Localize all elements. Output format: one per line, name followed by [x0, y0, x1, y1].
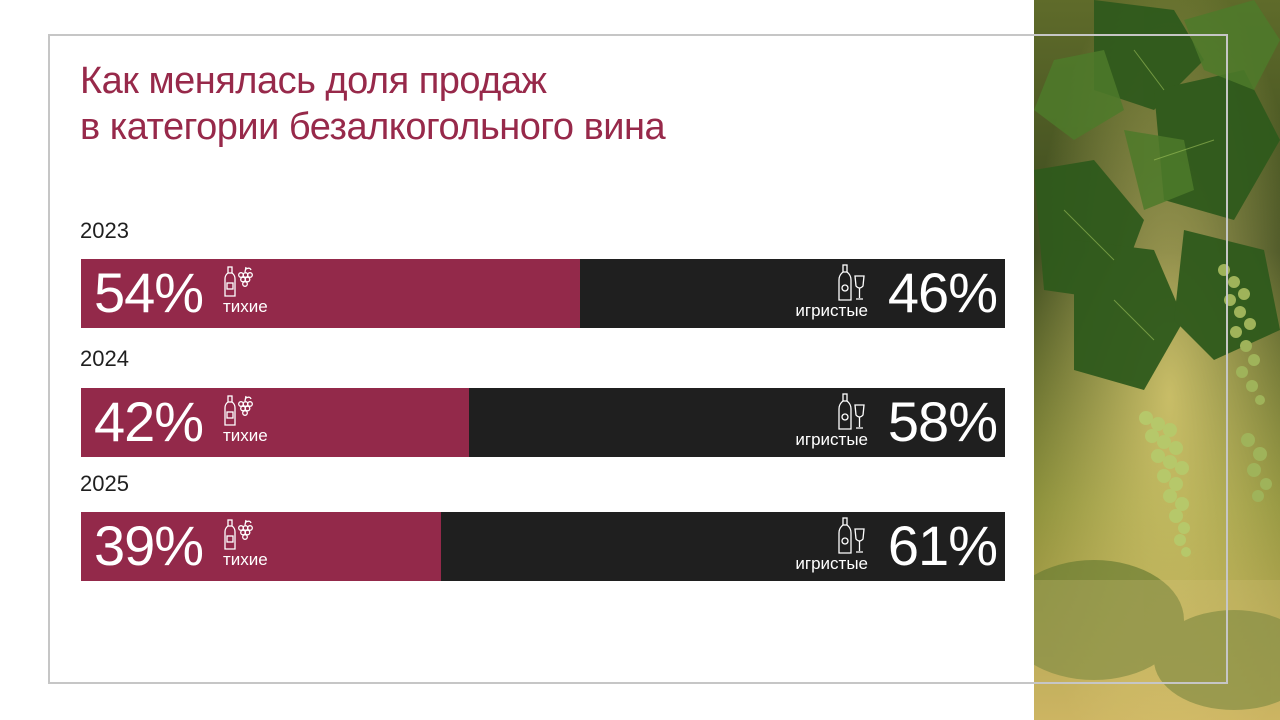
- bar-still-2024: [81, 388, 470, 457]
- year-label-2024: 2024: [80, 346, 129, 371]
- sparkling-bottle-glass-icon: [838, 264, 865, 301]
- still-wine-bottle-grapes-icon: [224, 395, 253, 426]
- chart-title: Как менялась доля продаж в категории без…: [80, 58, 666, 150]
- year-label-2025: 2025: [80, 471, 129, 496]
- still-label-2024: тихие: [223, 426, 268, 445]
- bar-still-2023: [81, 259, 580, 328]
- still-wine-bottle-grapes-icon: [224, 519, 253, 550]
- bar-row-2025: 39% тихие игристые 61%: [81, 512, 1005, 581]
- vineyard-photo-image: [1034, 0, 1280, 720]
- sparkling-share-label-2024: 58%: [887, 390, 998, 453]
- still-label-2023: тихие: [223, 297, 268, 316]
- sparkling-label-2024: игристые: [795, 430, 868, 449]
- sparkling-bottle-glass-icon: [838, 517, 865, 554]
- still-share-label-2024: 42%: [94, 390, 204, 453]
- chart-title-line-1: Как менялась доля продаж: [80, 60, 547, 102]
- bar-sparkling-2025: [441, 512, 1005, 581]
- bar-still-2025: [81, 512, 442, 581]
- still-label-2025: тихие: [223, 550, 268, 569]
- chart-title-line-2: в категории безалкогольного вина: [80, 106, 666, 148]
- still-share-label-2023: 54%: [94, 261, 204, 324]
- still-share-label-2025: 39%: [94, 514, 204, 577]
- still-wine-bottle-grapes-icon: [224, 266, 253, 297]
- vineyard-photo: [1034, 0, 1280, 720]
- bar-sparkling-2023: [579, 259, 1005, 328]
- sparkling-share-label-2025: 61%: [887, 514, 998, 577]
- year-label-2023: 2023: [80, 218, 129, 243]
- bar-row-2023: 54% тихие игристые 46%: [81, 259, 1005, 328]
- sparkling-bottle-glass-icon: [838, 393, 865, 430]
- sparkling-share-label-2023: 46%: [887, 261, 998, 324]
- bar-sparkling-2024: [469, 388, 1005, 457]
- sparkling-label-2023: игристые: [795, 301, 868, 320]
- sparkling-label-2025: игристые: [795, 554, 868, 573]
- bar-row-2024: 42% тихие игристые 58%: [81, 388, 1005, 457]
